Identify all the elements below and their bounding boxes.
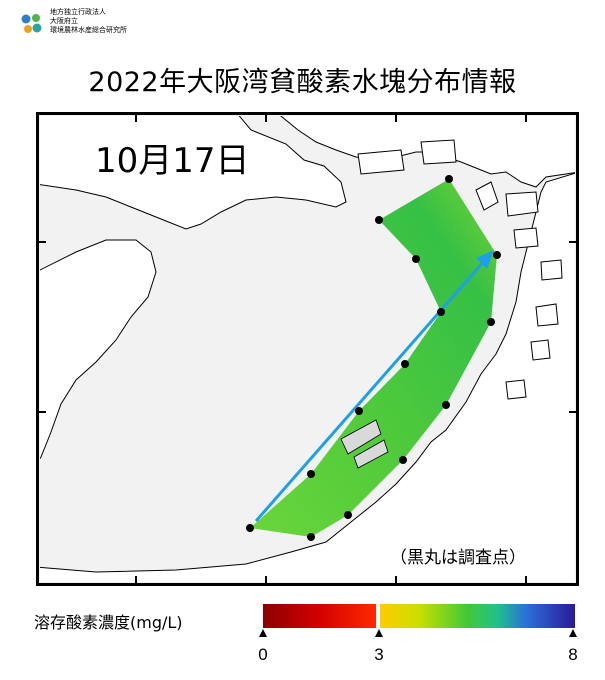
color-scale-high-segment xyxy=(380,604,575,628)
page-title: 2022年大阪湾貧酸素水塊分布情報 xyxy=(88,67,517,98)
station-dot-icon xyxy=(399,456,407,464)
organization-logo-icon xyxy=(20,12,44,36)
survey-date-label: 10月17日 xyxy=(95,141,250,181)
map-border-ticks xyxy=(37,113,578,585)
station-dot-icon xyxy=(344,511,352,519)
station-note: （黒丸は調査点） xyxy=(390,548,526,568)
osaka-bay-map xyxy=(36,112,579,586)
kansai-airport-island xyxy=(340,419,389,469)
organization-line-2: 大阪府立 xyxy=(50,17,78,25)
legend-title: 溶存酸素濃度(mg/L) xyxy=(34,613,183,632)
map-border xyxy=(36,112,579,586)
station-dot-icon xyxy=(307,470,315,478)
port-island xyxy=(357,149,405,175)
sakishima xyxy=(475,181,499,211)
station-dot-icon xyxy=(493,251,501,259)
station-dot-icon xyxy=(355,407,363,415)
color-scale-bar xyxy=(263,604,575,628)
land-northwest xyxy=(40,116,347,230)
color-scale-ticks xyxy=(259,629,577,637)
yumeshima xyxy=(505,191,539,217)
survey-direction-arrow-icon xyxy=(254,250,494,522)
station-dot-icon xyxy=(437,308,445,316)
organization-line-1: 地方独立行政法人 xyxy=(50,8,106,16)
port-block-3 xyxy=(535,303,559,327)
port-block-2 xyxy=(540,259,563,281)
organization-name: 地方独立行政法人 大阪府立 環境農林水産総合研究所 xyxy=(50,8,127,35)
land-south xyxy=(40,172,575,582)
station-dot-icon xyxy=(442,401,450,409)
station-dot-icon xyxy=(445,175,453,183)
station-dot-icon xyxy=(375,216,383,224)
port-block-5 xyxy=(505,379,527,400)
tick-label-threshold: 3 xyxy=(374,645,384,664)
tick-label-max: 8 xyxy=(568,645,578,664)
station-dot-icon xyxy=(307,533,315,541)
station-dot-icon xyxy=(246,524,254,532)
station-dot-icon xyxy=(412,255,420,263)
tick-marker-icon xyxy=(259,629,267,637)
do-concentration-area xyxy=(250,179,497,537)
organization-line-3: 環境農林水産総合研究所 xyxy=(50,26,127,34)
rokko-island xyxy=(420,139,457,165)
tick-label-min: 0 xyxy=(258,645,268,664)
land-awaji-island xyxy=(40,239,157,460)
station-dot-icon xyxy=(487,318,495,326)
color-scale-low-segment xyxy=(263,604,376,628)
station-dot-icon xyxy=(401,360,409,368)
tick-marker-icon xyxy=(375,629,383,637)
tick-marker-icon xyxy=(569,629,577,637)
port-block-4 xyxy=(530,339,551,361)
organization-header: 地方独立行政法人 大阪府立 環境農林水産総合研究所 xyxy=(20,8,127,36)
station-dots xyxy=(246,175,501,541)
port-block-1 xyxy=(513,227,539,249)
